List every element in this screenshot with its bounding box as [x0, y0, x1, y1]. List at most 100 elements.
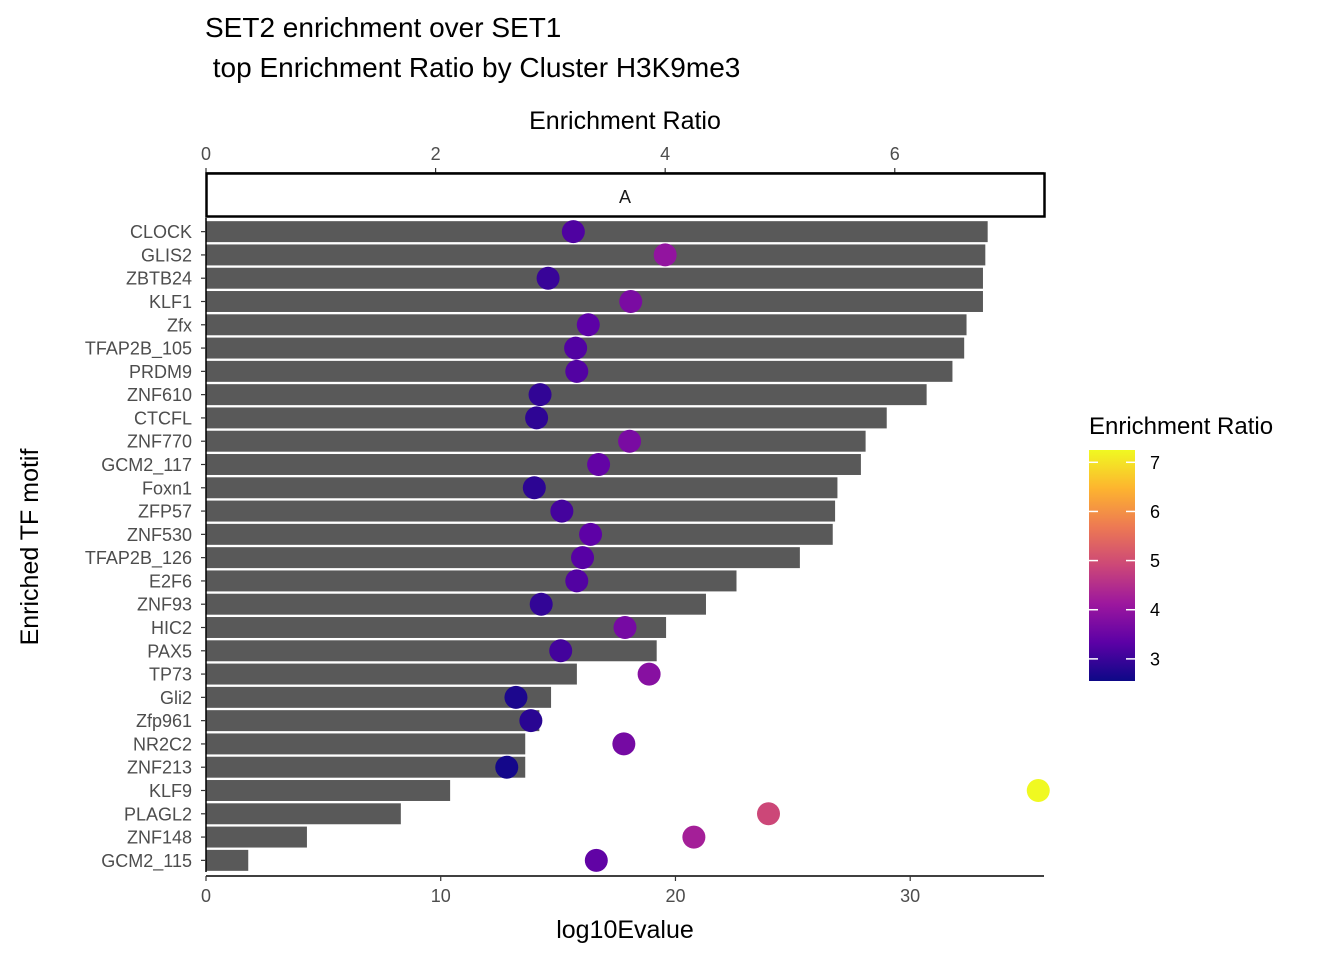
point-gcm2_117 [587, 453, 611, 476]
y-tick-label: ZNF93 [137, 595, 192, 615]
legend-tick-label: 7 [1150, 453, 1160, 473]
point-zfx [576, 313, 600, 337]
y-tick-label: ZNF148 [127, 828, 192, 848]
y-tick-label: CTCFL [134, 408, 192, 428]
y-tick-label: PAX5 [147, 641, 192, 661]
top-axis-title: Enrichment Ratio [529, 107, 721, 135]
top-tick-label: 4 [660, 144, 670, 164]
bar-tfap2b_126 [206, 547, 800, 569]
y-tick-label: PRDM9 [129, 362, 192, 382]
legend-tick-label: 3 [1150, 649, 1160, 669]
bar-plagl2 [206, 803, 401, 825]
bar-foxn1 [206, 477, 838, 499]
point-znf610 [528, 383, 552, 407]
point-zbtb24 [536, 266, 560, 290]
x-tick-label: 30 [900, 886, 920, 906]
y-tick-label: Zfx [167, 315, 192, 335]
bar-klf9 [206, 780, 451, 801]
y-tick-label: KLF9 [149, 781, 192, 801]
point-tfap2b_105 [564, 336, 588, 360]
point-gcm2_115 [584, 848, 608, 872]
legend-colorbar [1089, 450, 1135, 681]
legend-ticks: 3 4 5 6 7 [1089, 453, 1160, 669]
y-tick-label: Foxn1 [142, 478, 192, 498]
bar-znf770 [206, 430, 866, 452]
y-tick-label: CLOCK [130, 222, 192, 242]
chart-title-line-1: SET2 enrichment over SET1 [205, 12, 561, 43]
bar-zfp57 [206, 500, 836, 522]
bar-znf148 [206, 826, 307, 848]
bar-clock [206, 221, 988, 243]
y-tick-label: GLIS2 [141, 245, 192, 265]
point-zfp57 [550, 499, 574, 523]
x-tick-label: 0 [201, 886, 211, 906]
y-tick-label: TP73 [149, 665, 192, 685]
bar-zbtb24 [206, 267, 983, 289]
x-tick-label: 20 [665, 886, 685, 906]
y-axis-title: Enriched TF motif [16, 449, 44, 646]
bar-klf1 [206, 291, 983, 312]
y-tick-label: ZNF770 [127, 432, 192, 452]
y-tick-label: GCM2_115 [101, 851, 192, 872]
point-zfp961 [519, 709, 543, 733]
point-znf770 [618, 429, 642, 453]
legend-tick-label: 5 [1150, 551, 1160, 571]
point-gli2 [504, 685, 528, 709]
top-axis: 0 2 4 6 [201, 144, 1044, 174]
point-tp73 [637, 662, 661, 686]
bar-pax5 [206, 640, 657, 662]
point-znf93 [529, 592, 553, 616]
y-tick-label: ZBTB24 [126, 269, 192, 289]
y-tick-label: KLF1 [149, 292, 192, 312]
bar-znf610 [206, 384, 927, 406]
top-tick-label: 0 [201, 144, 211, 164]
y-tick-label: PLAGL2 [124, 804, 192, 824]
point-plagl2 [756, 802, 780, 826]
chart-title-line-2: top Enrichment Ratio by Cluster H3K9me3 [205, 52, 740, 83]
point-ctcfl [525, 406, 549, 430]
facet-strip [205, 172, 1046, 218]
point-foxn1 [522, 476, 546, 500]
y-tick-label: ZNF213 [127, 758, 192, 778]
bar-znf213 [206, 756, 526, 778]
bar-gcm2_115 [206, 849, 249, 871]
y-tick-label: HIC2 [151, 618, 192, 638]
y-tick-label: Zfp961 [136, 711, 192, 731]
point-nr2c2 [612, 732, 636, 756]
point-klf9 [1026, 779, 1050, 802]
point-glis2 [653, 243, 677, 267]
legend-title: Enrichment Ratio [1089, 413, 1273, 440]
point-clock [561, 220, 585, 244]
bar-glis2 [206, 244, 986, 266]
bar-e2f6 [206, 570, 737, 592]
point-znf148 [682, 825, 706, 849]
bar-hic2 [206, 617, 667, 638]
point-pax5 [549, 639, 573, 663]
legend-tick-label: 6 [1150, 502, 1160, 522]
bar-tp73 [206, 663, 577, 685]
point-klf1 [619, 290, 643, 313]
y-tick-label: E2F6 [149, 571, 192, 591]
y-tick-label: ZNF530 [127, 525, 192, 545]
top-tick-label: 6 [890, 144, 900, 164]
point-znf213 [495, 755, 519, 779]
y-tick-label: Gli2 [160, 688, 192, 708]
bar-gcm2_117 [206, 454, 861, 475]
y-tick-label: GCM2_117 [101, 455, 192, 476]
x-tick-label: 10 [431, 886, 451, 906]
point-znf530 [579, 522, 603, 546]
y-tick-label: ZNF610 [127, 385, 192, 405]
y-tick-label: TFAP2B_126 [85, 548, 192, 569]
bottom-axis: 0 10 20 30 [201, 875, 1044, 906]
top-tick-label: 2 [431, 144, 441, 164]
bar-znf530 [206, 523, 833, 545]
y-tick-label: ZFP57 [138, 502, 192, 522]
legend-tick-label: 4 [1150, 600, 1160, 620]
y-tick-label: TFAP2B_105 [85, 339, 192, 360]
x-axis-title: log10Evalue [556, 916, 694, 944]
point-prdm9 [565, 359, 589, 383]
facet-strip-label: A [619, 187, 631, 207]
point-tfap2b_126 [571, 546, 595, 570]
